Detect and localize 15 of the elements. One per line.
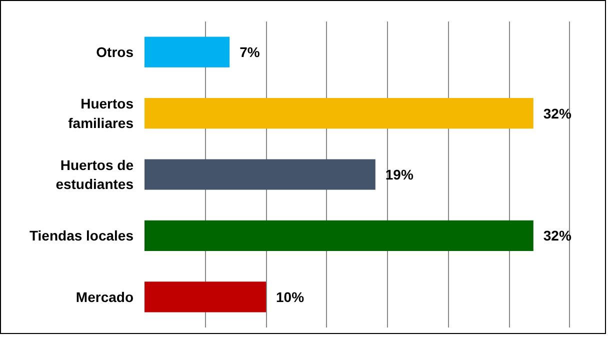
y-tick-label: Huertos familiares — [68, 96, 134, 131]
y-tick-label: Mercado — [76, 288, 134, 305]
bar — [144, 36, 230, 68]
data-label: 7% — [240, 44, 260, 60]
data-label: 32% — [543, 105, 572, 122]
y-tick-label: Huertos de estudiantes — [56, 156, 134, 192]
bar — [144, 220, 534, 251]
bar — [144, 98, 534, 129]
bar — [144, 159, 376, 190]
data-label: 19% — [385, 166, 414, 182]
data-label: 10% — [276, 288, 305, 305]
data-label: 32% — [543, 228, 572, 244]
bar — [144, 282, 266, 312]
y-tick-label: Tiendas locales — [29, 228, 134, 244]
y-tick-label: Otros — [96, 44, 134, 60]
